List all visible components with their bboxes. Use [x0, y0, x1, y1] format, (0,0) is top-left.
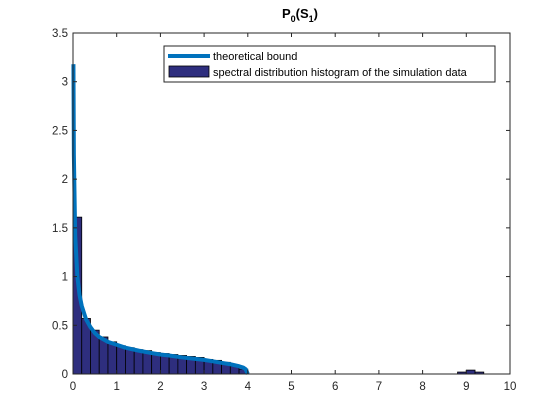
y-tick-label: 3	[62, 77, 68, 89]
histogram-bar	[125, 347, 135, 375]
x-tick-label: 2	[157, 381, 163, 393]
x-tick-label: 7	[376, 381, 382, 393]
x-tick-label: 3	[201, 381, 207, 393]
histogram-bar	[107, 341, 118, 375]
x-tick-label: 4	[245, 381, 252, 393]
x-tick-label: 5	[288, 381, 294, 393]
y-tick-label: 3.5	[52, 28, 68, 40]
legend-label: theoretical bound	[213, 51, 297, 63]
histogram-bar	[116, 345, 126, 375]
legend-label: spectral distribution histogram of the s…	[213, 67, 468, 79]
x-tick-label: 9	[463, 381, 469, 393]
x-tick-label: 10	[504, 381, 517, 393]
chart-title: P0(S1)	[282, 6, 318, 24]
y-tick-label: 0	[62, 369, 68, 381]
axis-ticks: 0 1 2 3 4 5 6 7 8 9 10 0 0.5 1 1.5 2 2.5 3 3.5	[52, 28, 516, 393]
y-tick-label: 1	[62, 272, 68, 284]
histogram-bar	[133, 349, 144, 375]
y-tick-label: 0.5	[52, 320, 68, 332]
y-tick-label: 2.5	[52, 125, 68, 137]
theoretical-bound-line	[71, 64, 250, 375]
x-tick-label: 0	[70, 381, 76, 393]
x-tick-label: 1	[113, 381, 119, 393]
line-series	[71, 64, 250, 375]
x-tick-label: 6	[332, 381, 338, 393]
legend-box	[163, 45, 496, 83]
y-tick-label: 1.5	[52, 223, 68, 235]
legend-bar-swatch	[168, 65, 210, 78]
svg-text:P0(S1): P0(S1)	[282, 6, 318, 24]
histogram-bar	[465, 369, 476, 375]
x-tick-label: 8	[419, 381, 425, 393]
legend: theoretical bound spectral distribution h…	[163, 45, 496, 83]
y-tick-label: 2	[62, 174, 68, 186]
